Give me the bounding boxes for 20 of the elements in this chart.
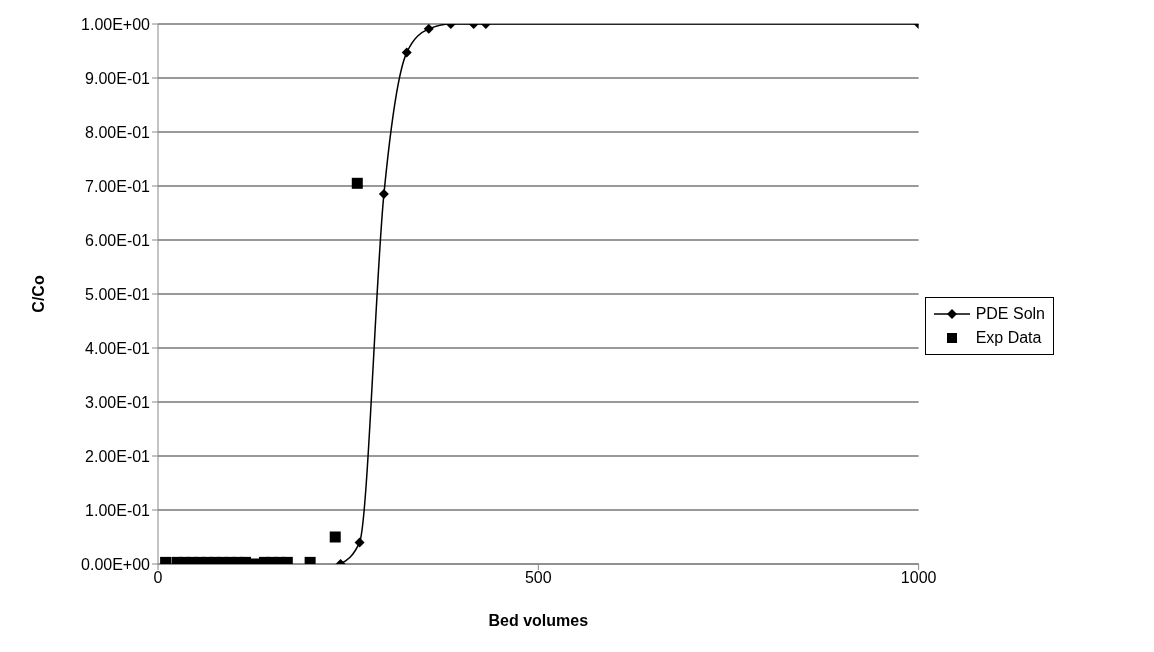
y-tick-label: 7.00E-01 [85, 177, 151, 195]
x-tick-label: 500 [524, 569, 552, 587]
y-tick-label: 4.00E-01 [85, 339, 151, 357]
legend-label: Exp Data [975, 329, 1042, 347]
y-axis-title: C/Co [29, 275, 47, 313]
x-axis-title: Bed volumes [488, 612, 589, 629]
point [378, 189, 389, 200]
y-tick-label: 6.00E-01 [85, 231, 151, 249]
legend-label: PDE Soln [975, 305, 1045, 323]
y-tick-label: 5.00E-01 [85, 285, 151, 303]
y-tick-label: 1.00E-01 [85, 501, 151, 519]
y-tick-label: 0.00E+00 [81, 555, 151, 573]
y-tick-label: 1.00E+00 [81, 15, 151, 33]
y-tick-label: 9.00E-01 [85, 69, 151, 87]
y-tick-label: 8.00E-01 [85, 123, 151, 141]
x-tick-label: 1000 [900, 569, 937, 587]
x-tick-label: 0 [153, 569, 163, 587]
point [351, 177, 363, 189]
y-tick-label: 2.00E-01 [85, 447, 151, 465]
y-tick-label: 3.00E-01 [85, 393, 151, 411]
